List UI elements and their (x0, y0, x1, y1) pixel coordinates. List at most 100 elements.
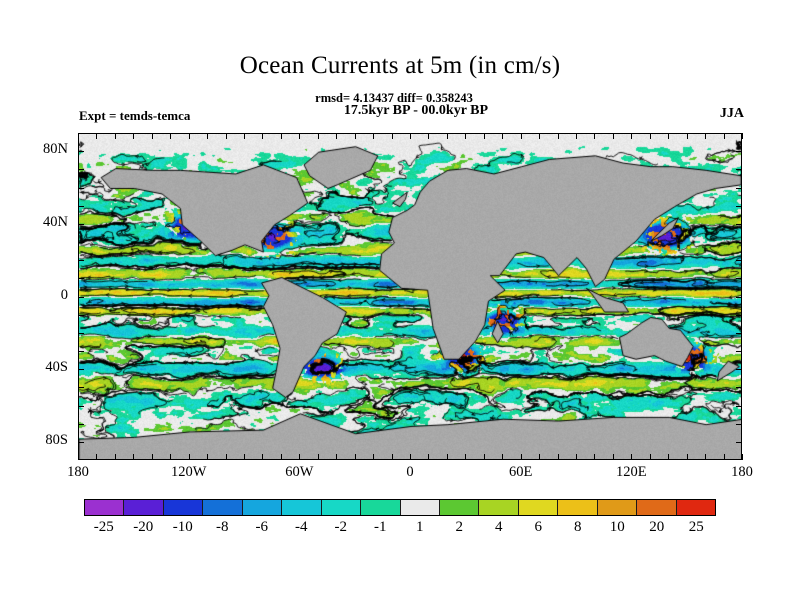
x-axis-tick (336, 133, 338, 139)
season-annotation: JJA (719, 106, 744, 121)
y-axis-tick (78, 314, 84, 316)
x-axis-tick (170, 454, 172, 460)
x-axis-tick (465, 454, 467, 460)
y-axis-tick (78, 242, 84, 243)
x-axis-tick (188, 454, 190, 460)
y-axis-tick (78, 441, 84, 443)
x-axis-tick (612, 133, 614, 139)
colorbar-segment (479, 500, 519, 515)
colorbar-segment (361, 500, 401, 515)
colorbar-tick-label: 4 (495, 519, 503, 535)
colorbar-tick-label: -8 (216, 519, 229, 535)
x-axis-tick (244, 133, 245, 139)
colorbar-tick-label: 1 (416, 519, 424, 535)
colorbar-tick-label: -20 (133, 519, 154, 535)
colorbar-tick-label: -2 (334, 519, 348, 535)
colorbar (84, 499, 716, 516)
y-axis-tick (78, 278, 84, 280)
x-axis-tick (151, 133, 153, 139)
y-axis-tick (736, 441, 742, 443)
x-axis-tick (225, 133, 227, 139)
x-axis-tick (114, 454, 116, 460)
x-axis-tick (133, 133, 135, 139)
colorbar-tick-label: 25 (688, 519, 704, 535)
x-axis-tick (723, 454, 725, 460)
x-axis-tick (373, 454, 375, 460)
x-axis-label: 180 (67, 464, 89, 480)
ocean-current-anomaly-field (79, 134, 741, 459)
y-axis-tick (736, 205, 742, 207)
colorbar-tick-label: 10 (609, 519, 625, 535)
x-axis-label: 60W (285, 464, 314, 480)
colorbar-tick-label: -1 (374, 519, 387, 535)
x-axis-tick (446, 133, 448, 139)
colorbar-segment (637, 500, 677, 515)
x-axis-tick (96, 133, 98, 139)
x-axis-tick (668, 454, 670, 460)
y-axis-tick (736, 187, 742, 189)
y-axis-tick (78, 151, 84, 153)
x-axis-tick (280, 454, 282, 460)
colorbar-tick-label: -10 (172, 519, 193, 535)
x-axis-tick (410, 133, 411, 139)
x-axis-tick (299, 133, 301, 139)
colorbar-tick-label: 8 (574, 519, 582, 535)
y-axis-tick (736, 369, 742, 371)
y-axis-tick (736, 169, 742, 171)
colorbar-segment (676, 500, 715, 515)
colorbar-segment (242, 500, 283, 515)
x-axis-tick (428, 454, 430, 460)
x-axis-tick (262, 133, 264, 139)
x-axis-tick (576, 133, 577, 139)
y-axis-tick (736, 405, 742, 407)
x-axis-tick (631, 133, 633, 139)
y-axis-label: 40N (43, 213, 68, 230)
x-axis-tick (520, 454, 522, 460)
y-axis-label: 80S (45, 431, 68, 448)
x-axis-tick (446, 454, 448, 460)
x-axis-tick (539, 454, 541, 460)
x-axis-tick (539, 133, 541, 139)
x-axis-tick (188, 133, 190, 139)
colorbar-tick-label: 2 (455, 519, 464, 535)
colorbar-segment (203, 500, 243, 515)
y-axis-tick (78, 223, 84, 225)
colorbar-tick-label: 20 (649, 519, 665, 535)
y-axis-tick (78, 387, 84, 389)
y-axis-tick (78, 351, 84, 352)
y-axis-tick (78, 205, 84, 207)
x-axis-tick (557, 133, 559, 139)
x-axis-tick (391, 454, 393, 460)
x-axis-tick (354, 454, 356, 460)
x-axis-tick (354, 133, 356, 139)
x-axis-tick (705, 454, 707, 460)
x-axis-tick (373, 133, 375, 139)
x-axis-tick (96, 454, 98, 460)
colorbar-tick-label: -25 (93, 519, 114, 535)
y-axis-label: 40S (45, 359, 68, 376)
map-plot-area (78, 133, 742, 460)
x-axis-tick (705, 133, 707, 139)
x-axis-tick (207, 454, 209, 460)
y-axis-tick (736, 223, 742, 225)
x-axis-tick (133, 454, 135, 460)
page-title: Ocean Currents at 5m (in cm/s) (239, 52, 561, 79)
experiment-annotation: Expt = temds-temca (79, 108, 191, 123)
x-axis-tick (428, 133, 430, 139)
colorbar-segment (597, 500, 638, 515)
colorbar-segment (321, 500, 362, 515)
x-axis-tick (207, 133, 209, 139)
y-axis-tick (736, 314, 742, 316)
x-axis-tick (742, 133, 743, 139)
y-axis-tick (736, 296, 742, 298)
x-axis-tick (225, 454, 227, 460)
colorbar-segment (558, 500, 598, 515)
colorbar-tick-label: 6 (534, 519, 543, 535)
x-axis-tick (631, 454, 633, 460)
x-axis-tick (483, 133, 485, 139)
x-axis-tick (114, 133, 116, 139)
y-axis-tick (78, 187, 84, 189)
y-axis-tick (78, 369, 84, 371)
y-axis-tick (78, 423, 84, 425)
